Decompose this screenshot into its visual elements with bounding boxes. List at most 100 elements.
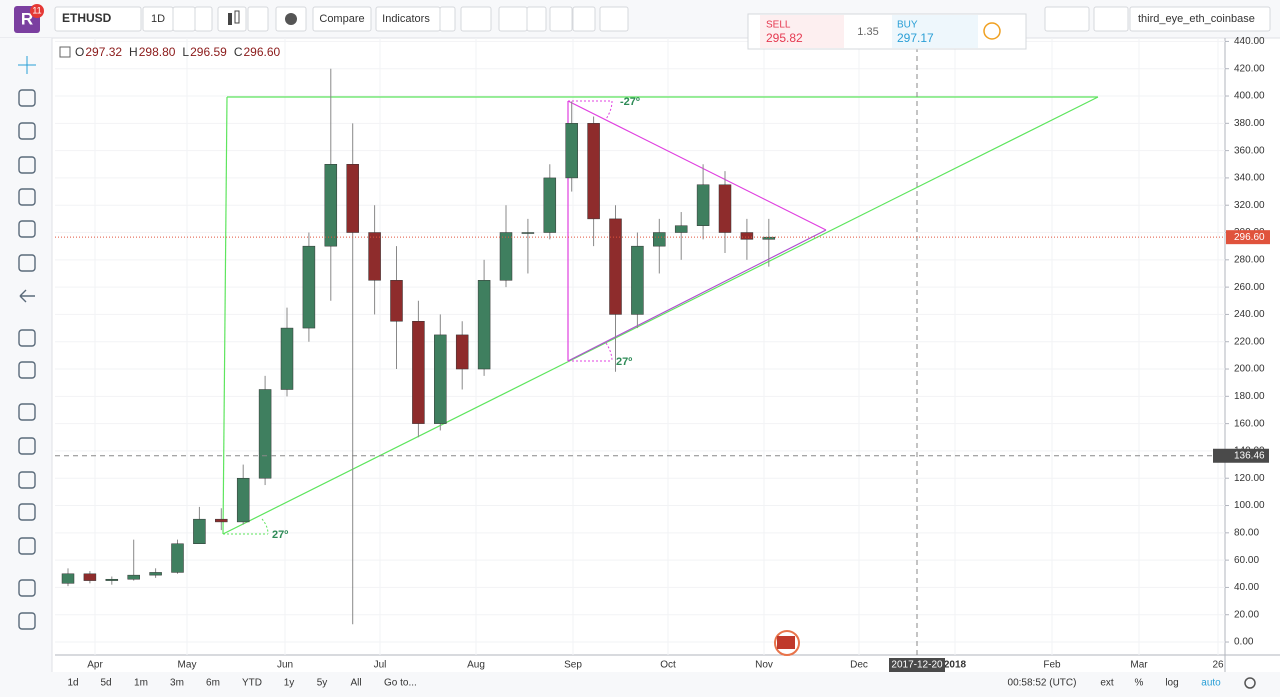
tool-icon[interactable] (18, 471, 36, 489)
button[interactable] (572, 6, 596, 32)
badge-count: 11 (32, 5, 41, 15)
candle-body (740, 232, 754, 240)
buy-label: BUY (897, 20, 918, 31)
x-tick-label: 26 (1212, 660, 1224, 671)
legend-value: 296.60 (243, 45, 280, 59)
indicators-button[interactable]: Indicators (382, 13, 430, 25)
range-button[interactable]: 1y (284, 678, 295, 689)
tool-icon[interactable] (18, 122, 36, 140)
tool-icon[interactable] (18, 403, 36, 421)
candle-body (193, 518, 206, 544)
button[interactable] (460, 6, 492, 32)
range-button[interactable]: 1d (67, 678, 78, 689)
icon-candles (234, 10, 240, 24)
button[interactable] (247, 6, 269, 32)
x-tick-label: Aug (467, 660, 485, 671)
tool-icon[interactable] (18, 156, 36, 174)
candle-body (368, 232, 381, 281)
tool-icon[interactable] (18, 329, 36, 347)
range-button[interactable]: 5d (100, 678, 111, 689)
clock: 00:58:52 (UTC) (1008, 678, 1077, 689)
candle-body (346, 164, 359, 233)
range-button[interactable]: 5y (317, 678, 328, 689)
sell-label: SELL (766, 20, 791, 31)
y-tick-label: 200.00 (1234, 364, 1265, 375)
tool-icon[interactable] (18, 254, 36, 272)
crosshair-date-box (889, 658, 945, 672)
tool-icon[interactable] (18, 89, 36, 107)
button[interactable] (172, 6, 196, 32)
button[interactable] (1044, 6, 1090, 32)
icon (18, 612, 36, 630)
layout-name[interactable]: third_eye_eth_coinbase (1138, 13, 1255, 25)
button[interactable] (439, 6, 456, 32)
sell-price: 295.82 (766, 31, 803, 45)
tool-icon[interactable] (18, 56, 36, 74)
candle-body (412, 320, 425, 424)
compare-button[interactable]: Compare (319, 13, 364, 25)
legend-toggle[interactable] (59, 46, 71, 58)
candle-body (696, 184, 710, 226)
y-tick-label: 40.00 (1234, 582, 1259, 593)
button[interactable] (549, 6, 573, 32)
trend-line (567, 100, 827, 231)
tool-icon[interactable] (18, 188, 36, 206)
icon (18, 220, 36, 238)
symbol: ETHUSD (62, 11, 112, 25)
legend-key: O (75, 45, 84, 59)
button[interactable] (1129, 6, 1271, 32)
range-button[interactable]: 1m (134, 678, 148, 689)
icon (18, 122, 36, 140)
button[interactable] (312, 6, 372, 32)
axis-option[interactable]: ext (1100, 678, 1114, 689)
tool-icon[interactable] (18, 579, 36, 597)
button[interactable] (599, 6, 629, 32)
tool-icon[interactable] (18, 437, 36, 455)
axis-option[interactable]: % (1135, 678, 1144, 689)
spread: 1.35 (857, 26, 878, 38)
buy-price: 297.17 (897, 31, 934, 45)
button[interactable] (194, 6, 213, 32)
candle-body (499, 232, 513, 281)
x-tick-label: Sep (564, 660, 582, 671)
candle-body (171, 543, 184, 573)
angle-label: -27º (620, 96, 640, 108)
y-tick-label: 320.00 (1234, 200, 1265, 211)
button[interactable] (498, 6, 528, 32)
angle-label: 27º (616, 356, 632, 368)
x-tick-label: Apr (87, 660, 103, 671)
info-icon[interactable] (983, 22, 1001, 40)
icon (18, 89, 36, 107)
tool-icon[interactable] (18, 537, 36, 555)
legend-value: 297.32 (85, 45, 122, 59)
sell-box[interactable] (760, 15, 844, 48)
settings-icon[interactable] (1244, 677, 1256, 689)
buy-box[interactable] (892, 15, 978, 48)
icon (18, 361, 36, 379)
goto-button[interactable]: Go to... (384, 678, 417, 689)
tool-icon[interactable] (18, 612, 36, 630)
range-button[interactable]: All (350, 678, 361, 689)
tool-icon[interactable] (18, 503, 36, 521)
y-tick-label: 400.00 (1234, 91, 1265, 102)
events-icon[interactable] (774, 630, 800, 656)
trend-line (222, 96, 1099, 535)
button[interactable] (526, 6, 547, 32)
range-button[interactable]: 6m (206, 678, 220, 689)
icon (18, 156, 36, 174)
angle-arc (261, 518, 269, 535)
x-tick-label: Dec (850, 660, 868, 671)
tool-icon[interactable] (18, 220, 36, 238)
x-tick-label: Oct (660, 660, 676, 671)
axis-option[interactable]: log (1165, 678, 1178, 689)
axis-option[interactable]: auto (1201, 678, 1221, 689)
legend-value: 298.80 (139, 45, 176, 59)
grid (55, 38, 1225, 655)
tool-icon[interactable] (19, 289, 35, 303)
range-button[interactable]: YTD (242, 678, 262, 689)
tool-icon[interactable] (18, 361, 36, 379)
range-button[interactable]: 3m (170, 678, 184, 689)
button[interactable] (54, 6, 142, 32)
button[interactable] (1093, 6, 1129, 32)
